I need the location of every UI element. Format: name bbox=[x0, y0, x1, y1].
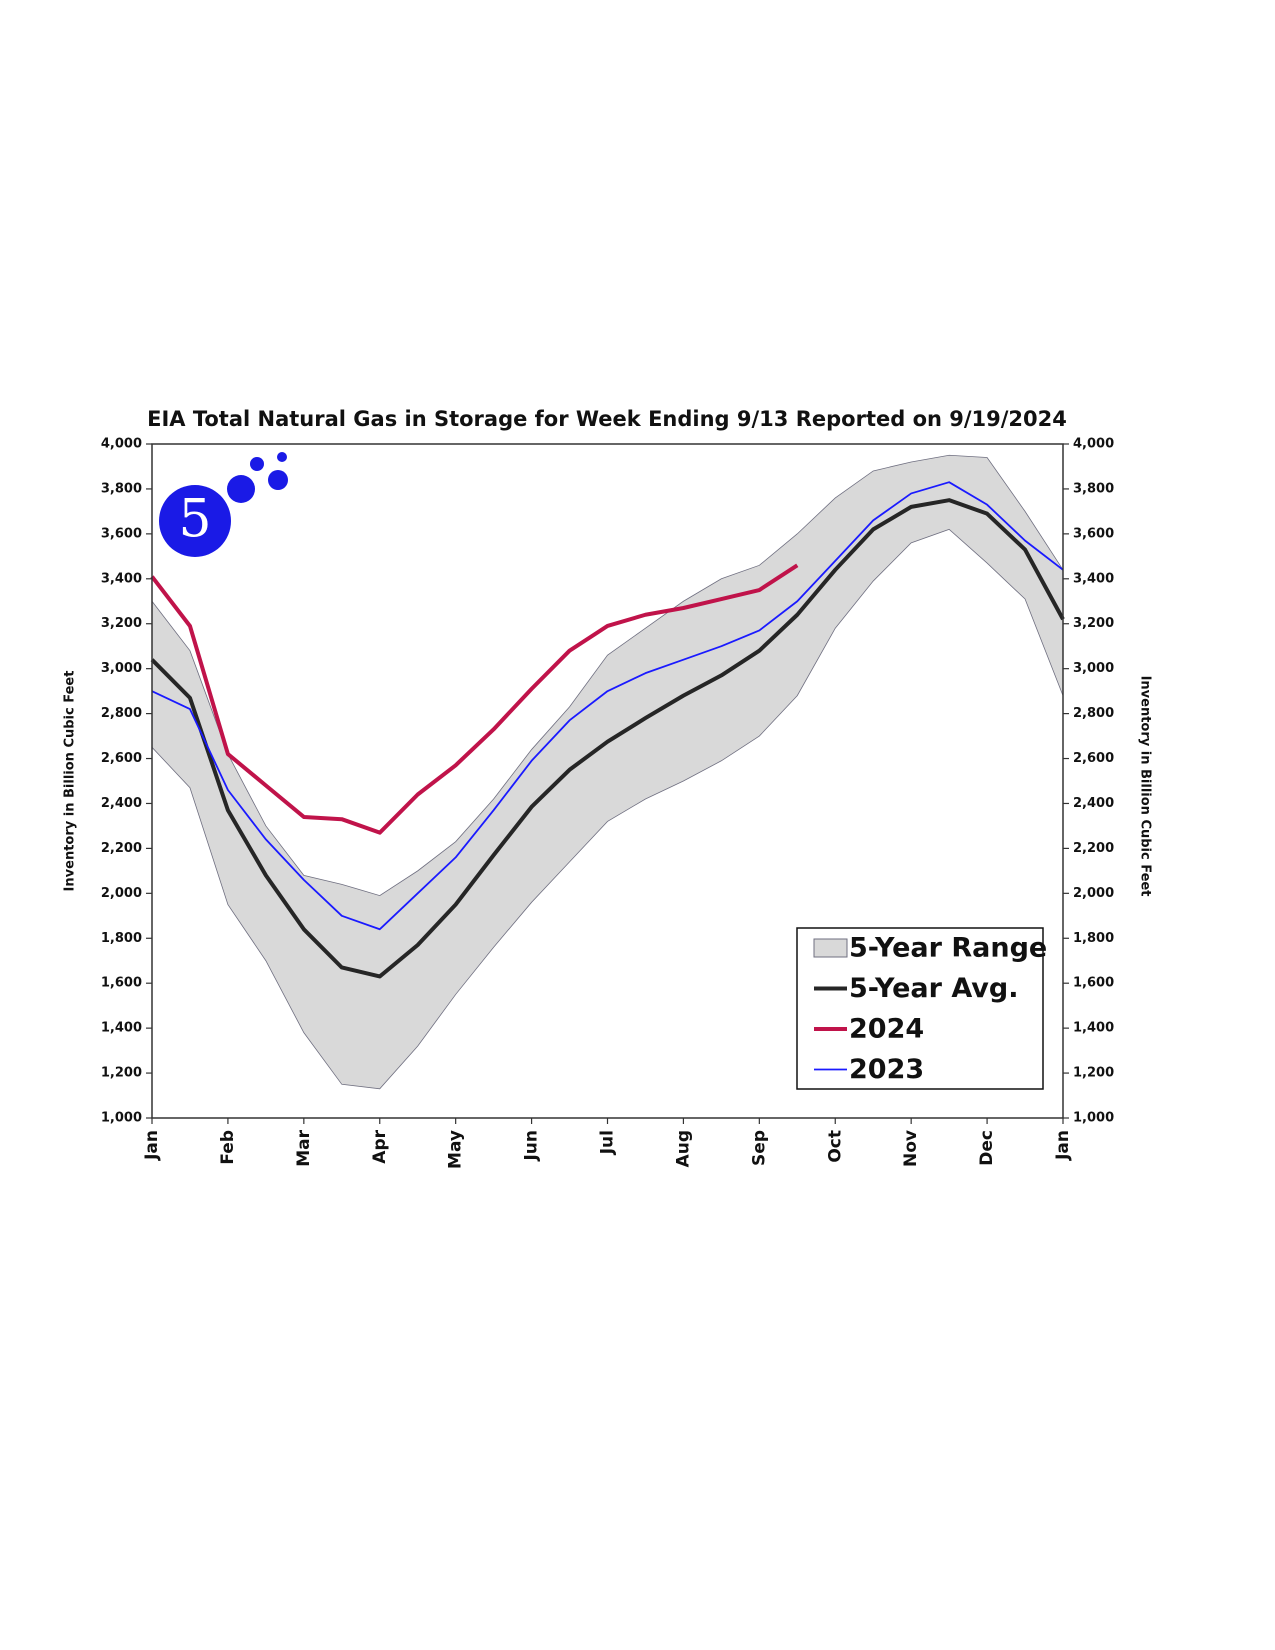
logo-dot bbox=[277, 452, 287, 462]
y2-tick-label: 1,000 bbox=[1073, 1111, 1114, 1126]
y-tick-label: 2,200 bbox=[101, 841, 142, 856]
legend-label: 2023 bbox=[849, 1054, 924, 1085]
y-tick-label: 3,800 bbox=[101, 481, 142, 496]
logo-text: 5 bbox=[178, 490, 211, 550]
y-tick-label: 2,800 bbox=[101, 706, 142, 721]
x-tick-label: Jun bbox=[522, 1130, 542, 1162]
x-tick-label: Sep bbox=[749, 1130, 769, 1166]
chart-title: EIA Total Natural Gas in Storage for Wee… bbox=[147, 407, 1067, 431]
legend-swatch bbox=[813, 938, 848, 958]
y-tick-label: 4,000 bbox=[101, 437, 142, 452]
x-tick-label: Jul bbox=[598, 1130, 618, 1155]
y2-tick-label: 3,600 bbox=[1073, 526, 1114, 541]
series-layer bbox=[150, 454, 1065, 1090]
y-tick-label: 1,400 bbox=[101, 1021, 142, 1036]
logo-dot bbox=[250, 457, 264, 471]
y-tick-label: 2,600 bbox=[101, 751, 142, 766]
logo-dot bbox=[268, 470, 288, 490]
x-tick-label: Apr bbox=[370, 1129, 390, 1163]
y-tick-label: 2,000 bbox=[101, 886, 142, 901]
logo-dot bbox=[227, 475, 255, 503]
x-tick-label: Feb bbox=[218, 1130, 238, 1165]
y-tick-label: 3,000 bbox=[101, 661, 142, 676]
x-tick-label: May bbox=[446, 1130, 466, 1169]
y-tick-label: 3,400 bbox=[101, 571, 142, 586]
series-line bbox=[150, 498, 1065, 979]
y2-tick-label: 2,600 bbox=[1073, 751, 1114, 766]
x-tick-label: Jan bbox=[142, 1130, 162, 1161]
series-line bbox=[151, 481, 1064, 931]
y-tick-label: 1,200 bbox=[101, 1066, 142, 1081]
y2-tick-label: 2,400 bbox=[1073, 796, 1114, 811]
y-tick-label: 1,800 bbox=[101, 931, 142, 946]
x-tick-label: Aug bbox=[673, 1130, 693, 1167]
x-tick-label: Oct bbox=[825, 1130, 845, 1163]
y2-axis-label: Inventory in Billion Cubic Feet bbox=[1138, 676, 1153, 897]
y2-tick-label: 3,000 bbox=[1073, 661, 1114, 676]
y-tick-label: 2,400 bbox=[101, 796, 142, 811]
x-tick-label: Dec bbox=[977, 1130, 997, 1166]
y2-tick-label: 1,200 bbox=[1073, 1066, 1114, 1081]
x-tick-label: Nov bbox=[901, 1130, 921, 1167]
legend-label: 5-Year Avg. bbox=[849, 973, 1018, 1004]
y-axis-label: Inventory in Billion Cubic Feet bbox=[63, 671, 78, 892]
plot-frame bbox=[151, 443, 1064, 1119]
y2-tick-label: 4,000 bbox=[1073, 437, 1114, 452]
y2-tick-label: 3,400 bbox=[1073, 571, 1114, 586]
x-tick-label: Jan bbox=[1053, 1130, 1073, 1161]
y-tick-label: 1,000 bbox=[101, 1111, 142, 1126]
y-tick-label: 1,600 bbox=[101, 976, 142, 991]
series-line bbox=[150, 563, 799, 835]
y2-tick-label: 3,800 bbox=[1073, 481, 1114, 496]
y2-tick-label: 3,200 bbox=[1073, 616, 1114, 631]
logo-circle bbox=[159, 485, 231, 557]
y2-tick-label: 2,000 bbox=[1073, 886, 1114, 901]
y2-tick-label: 1,800 bbox=[1073, 931, 1114, 946]
y-tick-label: 3,200 bbox=[101, 616, 142, 631]
y2-tick-label: 2,800 bbox=[1073, 706, 1114, 721]
y2-tick-label: 2,200 bbox=[1073, 841, 1114, 856]
legend-label: 2024 bbox=[849, 1014, 924, 1045]
legend-label: 5-Year Range bbox=[849, 933, 1047, 964]
x-tick-label: Mar bbox=[294, 1129, 314, 1166]
y-tick-label: 3,600 bbox=[101, 526, 142, 541]
y2-tick-label: 1,400 bbox=[1073, 1021, 1114, 1036]
logo: 5 bbox=[159, 452, 288, 557]
y2-tick-label: 1,600 bbox=[1073, 976, 1114, 991]
